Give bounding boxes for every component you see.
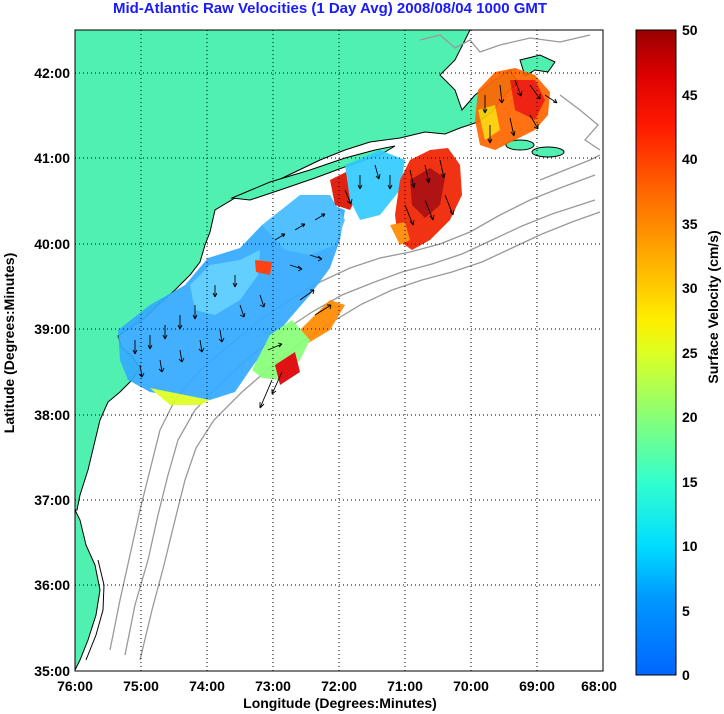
land-south — [75, 509, 101, 671]
colorbar: 0 5 10 15 20 25 30 35 40 45 50 Surface V… — [635, 22, 721, 683]
y-tick-label: 37:00 — [34, 492, 70, 508]
x-axis-label: Longitude (Degrees:Minutes) — [243, 695, 437, 711]
bathymetry-contours — [109, 34, 601, 661]
colorbar-tick: 25 — [682, 345, 698, 361]
colorbar-scale — [635, 29, 677, 676]
x-tick-label: 70:00 — [453, 678, 489, 694]
island — [531, 146, 565, 158]
y-tick-label: 38:00 — [34, 407, 70, 423]
colorbar-tick: 35 — [682, 216, 698, 232]
y-tick-label: 40:00 — [34, 236, 70, 252]
colorbar-tick: 40 — [682, 151, 698, 167]
colorbar-tick: 15 — [682, 474, 698, 490]
x-tick-label: 72:00 — [321, 678, 357, 694]
colorbar-tick: 10 — [682, 538, 698, 554]
x-tick-label: 69:00 — [519, 678, 555, 694]
x-tick-label: 73:00 — [255, 678, 291, 694]
x-tick-label: 76:00 — [57, 678, 93, 694]
island — [505, 139, 535, 151]
y-axis: 35:00 36:00 37:00 38:00 39:00 40:00 41:0… — [1, 65, 70, 679]
x-tick-label: 74:00 — [189, 678, 225, 694]
barrier-islands — [85, 559, 105, 661]
y-tick-label: 42:00 — [34, 65, 70, 81]
y-tick-label: 36:00 — [34, 577, 70, 593]
x-tick-label: 71:00 — [387, 678, 423, 694]
y-tick-label: 35:00 — [34, 663, 70, 679]
colorbar-tick: 30 — [682, 280, 698, 296]
colorbar-tick: 45 — [682, 87, 698, 103]
colorbar-tick: 50 — [682, 22, 698, 38]
colorbar-tick: 20 — [682, 409, 698, 425]
velocity-arrows — [132, 79, 558, 409]
x-axis: 76:00 75:00 74:00 73:00 72:00 71:00 70:0… — [57, 678, 617, 711]
map-frame — [74, 29, 604, 672]
x-tick-label: 68:00 — [581, 678, 617, 694]
colorbar-label: Surface Velocity (cm/s) — [705, 230, 721, 383]
x-tick-label: 75:00 — [123, 678, 159, 694]
colorbar-tick: 5 — [682, 603, 690, 619]
y-tick-label: 39:00 — [34, 321, 70, 337]
y-tick-label: 41:00 — [34, 150, 70, 166]
grid-lines — [75, 30, 603, 671]
map-title: Mid-Atlantic Raw Velocities (1 Day Avg) … — [112, 0, 548, 17]
y-axis-label: Latitude (Degrees:Minutes) — [1, 253, 17, 433]
colorbar-tick: 0 — [682, 667, 690, 683]
